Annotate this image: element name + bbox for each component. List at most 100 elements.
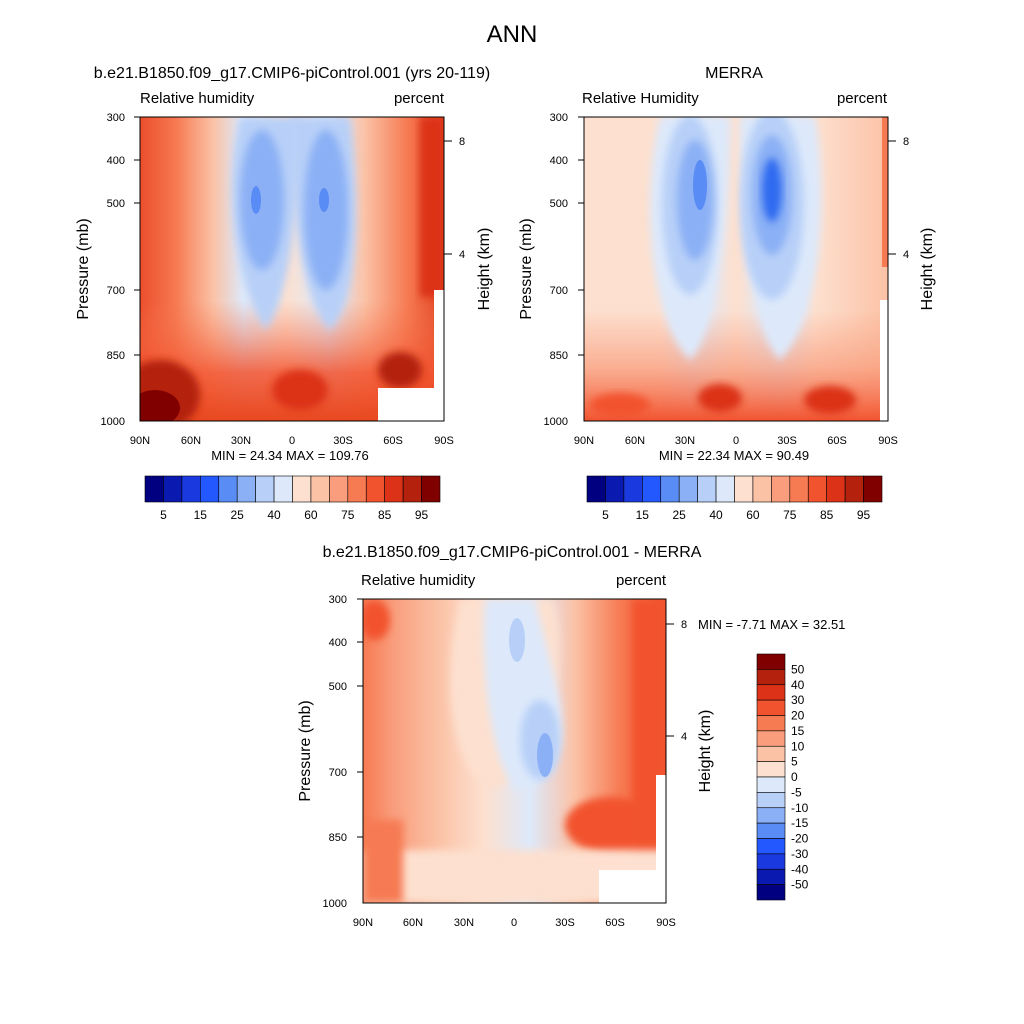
x-tick: 60N [403,917,423,929]
colorbar-swatch [642,475,662,503]
panel-merra-y2-axis: 8 4 [888,136,909,261]
figure-title: ANN [487,21,538,48]
colorbar-label: -20 [791,832,809,846]
y-tick: 700 [329,767,347,779]
panel-merra-right-label: percent [837,90,888,107]
x-tick: 0 [289,435,295,447]
panel-merra-x-axis: 90N 60N 30N 0 30S 60S 90S [574,435,898,447]
colorbar-label: 15 [636,508,650,522]
colorbar-swatch [660,475,680,503]
panel-merra-stats: MIN = 22.34 MAX = 90.49 [659,448,809,463]
colorbar-label: 95 [857,508,871,522]
colorbar-label: 25 [673,508,687,522]
x-tick: 90N [574,435,594,447]
panel-model-field [140,117,444,421]
colorbar-swatch [218,475,238,503]
panel-model-colorbar: 5 15 25 40 60 75 85 95 [144,475,441,522]
colorbar-label: 0 [791,770,798,784]
y-tick: 500 [107,198,125,210]
panel-merra-ylabel: Pressure (mb) [518,218,535,319]
colorbar-label: 5 [160,508,167,522]
panel-diff-stats: MIN = -7.71 MAX = 32.51 [698,617,845,632]
colorbar-swatch [181,475,201,503]
colorbar-swatch [734,475,754,503]
panel-merra-y2label: Height (km) [919,228,936,311]
panel-diff-field [363,599,666,903]
panel-merra-colorbar: 5 15 25 40 60 75 85 95 [586,475,883,522]
x-tick: 90S [656,917,676,929]
panel-diff-y2label: Height (km) [697,710,714,793]
y-tick: 1000 [544,416,568,428]
x-tick: 30N [454,917,474,929]
y-tick: 1000 [101,416,125,428]
x-tick: 60N [181,435,201,447]
colorbar-swatch [756,807,786,824]
colorbar-swatch [756,745,786,762]
colorbar-swatch [752,475,772,503]
panel-model-x-axis: 90N 60N 30N 0 30S 60S 90S [130,435,454,447]
panel-merra-title: MERRA [705,65,763,82]
panel-model-stats: MIN = 24.34 MAX = 109.76 [211,448,369,463]
colorbar-swatch [292,475,312,503]
y-tick: 850 [550,350,568,362]
y-tick: 850 [107,350,125,362]
x-tick: 30S [777,435,797,447]
x-tick: 0 [511,917,517,929]
colorbar-label: -50 [791,878,809,892]
panel-diff-y-axis: 300 400 500 700 850 1000 [323,594,363,910]
colorbar-swatch [144,475,164,503]
y-tick: 400 [107,155,125,167]
panel-diff-left-label: Relative humidity [361,572,476,589]
y2-tick: 4 [681,731,687,743]
x-tick: 90S [878,435,898,447]
colorbar-swatch [756,761,786,778]
colorbar-label: 25 [231,508,245,522]
y-tick: 300 [329,594,347,606]
colorbar-label: 50 [791,662,805,676]
colorbar-label: 10 [791,739,805,753]
panel-merra-y-axis: 300 400 500 700 850 1000 [544,112,584,428]
colorbar-label: 40 [709,508,723,522]
colorbar-swatch [329,475,349,503]
panel-model-y2-axis: 8 4 [444,136,465,261]
colorbar-swatch [756,884,786,901]
x-tick: 60S [605,917,625,929]
colorbar-label: 60 [304,508,318,522]
colorbar-label: 85 [378,508,392,522]
colorbar-label: 5 [791,755,798,769]
colorbar-swatch [756,822,786,839]
colorbar-swatch [844,475,864,503]
x-tick: 90N [130,435,150,447]
colorbar-swatch [863,475,883,503]
colorbar-swatch [200,475,220,503]
colorbar-label: 60 [746,508,760,522]
colorbar-swatch [756,838,786,855]
colorbar-label: 15 [791,724,805,738]
y-tick: 700 [550,285,568,297]
panel-model-title: b.e21.B1850.f09_g17.CMIP6-piControl.001 … [94,65,490,82]
colorbar-label: 30 [791,693,805,707]
x-tick: 0 [733,435,739,447]
colorbar-swatch [623,475,643,503]
panel-diff-x-axis: 90N 60N 30N 0 30S 60S 90S [353,917,676,929]
colorbar-swatch [347,475,367,503]
y-tick: 700 [107,285,125,297]
panel-diff-title: b.e21.B1850.f09_g17.CMIP6-piControl.001 … [323,544,702,561]
y2-tick: 4 [903,249,909,261]
panel-model-ylabel: Pressure (mb) [75,218,92,319]
panel-model: b.e21.B1850.f09_g17.CMIP6-piControl.001 … [75,65,493,522]
x-tick: 60S [383,435,403,447]
colorbar-label: 40 [267,508,281,522]
panel-model-y-axis: 300 400 500 700 850 1000 [101,112,140,428]
colorbar-swatch [273,475,293,503]
y2-tick: 8 [903,136,909,148]
colorbar-label: 85 [820,508,834,522]
colorbar-swatch [756,653,786,670]
colorbar-swatch [826,475,846,503]
y-tick: 500 [550,198,568,210]
y-tick: 850 [329,832,347,844]
x-tick: 90N [353,917,373,929]
colorbar-label: 75 [783,508,797,522]
x-tick: 90S [434,435,454,447]
